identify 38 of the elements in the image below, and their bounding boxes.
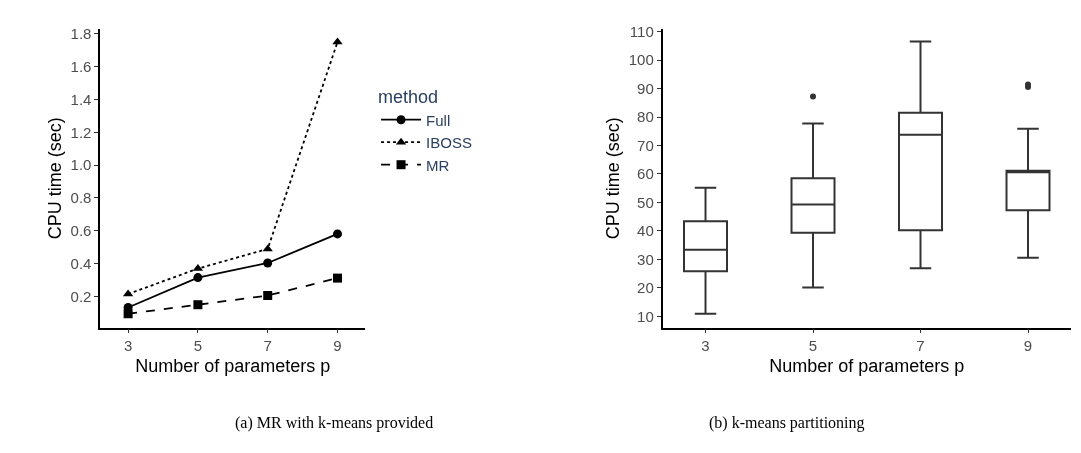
legend-label: MR bbox=[426, 156, 450, 174]
y-tick-label: 1.6 bbox=[70, 57, 92, 75]
text: (a) MR with k-means provided bbox=[235, 414, 434, 432]
text: (b) k-means partitioning bbox=[709, 414, 865, 432]
y-tick-label: 80 bbox=[637, 108, 654, 126]
y-tick-label: 100 bbox=[628, 51, 654, 69]
y-tick-label: 1.4 bbox=[70, 90, 92, 108]
x-tick-label: 5 bbox=[193, 337, 203, 355]
x-tick-label: 9 bbox=[333, 337, 342, 355]
y-tick-label: 30 bbox=[637, 250, 654, 268]
y-tick-label: 60 bbox=[637, 165, 654, 183]
x-axis-title: Number of parameters p bbox=[135, 356, 331, 377]
y-tick-label: 1.0 bbox=[70, 156, 92, 174]
y-tick-label: 10 bbox=[637, 307, 654, 325]
y-tick-label: 20 bbox=[637, 279, 654, 297]
y-tick-label: 40 bbox=[637, 222, 654, 240]
legend-title: method bbox=[378, 87, 439, 108]
x-tick-label: 5 bbox=[808, 337, 818, 355]
x-tick-label: 3 bbox=[123, 337, 133, 355]
x-tick-label: 9 bbox=[1023, 337, 1033, 355]
x-tick-label: 7 bbox=[916, 337, 925, 355]
x-tick-label: 3 bbox=[701, 337, 710, 355]
y-tick-label: 0.2 bbox=[70, 287, 92, 305]
legend-label: IBOSS bbox=[426, 134, 472, 152]
y-tick-label: 0.4 bbox=[70, 254, 92, 272]
y-tick-label: 70 bbox=[637, 136, 654, 154]
y-tick-label: 90 bbox=[637, 79, 654, 97]
y-tick-label: 0.6 bbox=[70, 222, 92, 240]
y-tick-label: 50 bbox=[637, 193, 654, 211]
y-tick-label: 0.8 bbox=[70, 189, 92, 207]
x-tick-label: 7 bbox=[263, 337, 272, 355]
legend-label: Full bbox=[426, 111, 451, 129]
y-axis-title: CPU time (sec) bbox=[45, 117, 66, 240]
y-tick-label: 1.2 bbox=[70, 123, 92, 141]
x-axis-title: Number of parameters p bbox=[769, 356, 965, 377]
y-tick-label: 110 bbox=[629, 22, 654, 40]
y-axis-title: CPU time (sec) bbox=[603, 117, 624, 240]
y-tick-label: 1.8 bbox=[70, 24, 92, 42]
